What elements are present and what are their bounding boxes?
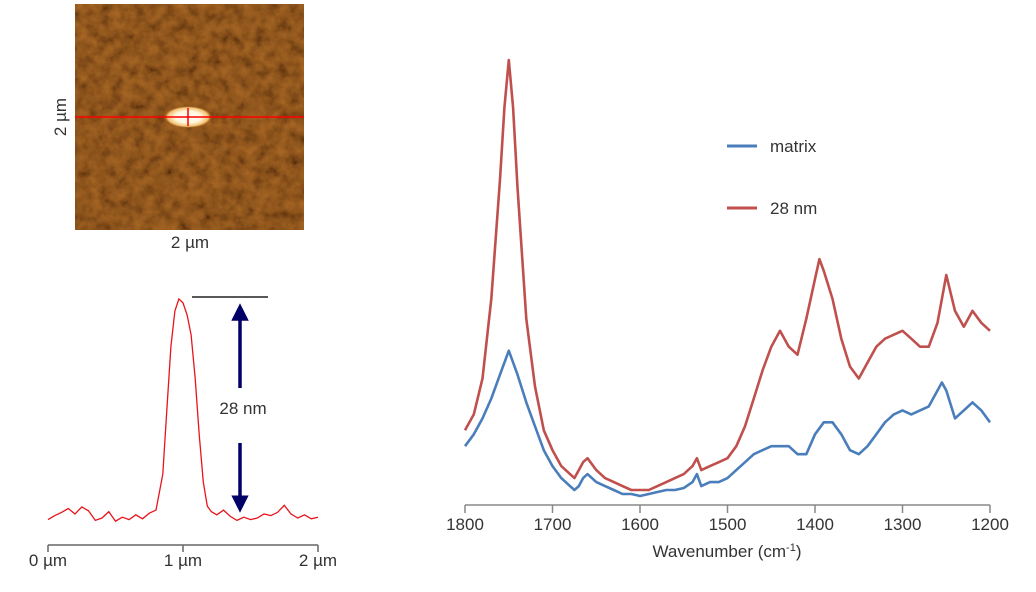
ir-spectrum-chart: 1800 1700 1600 1500 1400 1300 1200 Wavenumber …	[446, 58, 1009, 561]
spectrum-series-line-matrix	[463, 349, 992, 498]
height-profile-chart: 0 µm 1 µm 2 µm 28 nm	[29, 296, 337, 570]
spectrum-legend: matrix 28 nm	[727, 137, 817, 218]
spectrum-ticks: 1800 1700 1600 1500 1400 1300 1200	[446, 505, 1009, 534]
profile-ticks: 0 µm 1 µm 2 µm	[29, 545, 337, 570]
profile-tick-label: 1 µm	[164, 551, 202, 570]
spectrum-tick-label: 1200	[971, 515, 1009, 534]
legend-label: matrix	[770, 137, 817, 156]
spectrum-tick-label: 1800	[446, 515, 484, 534]
profile-series-line	[47, 297, 319, 523]
legend-label: 28 nm	[770, 199, 817, 218]
profile-tick-label: 2 µm	[299, 551, 337, 570]
height-annotation-label: 28 nm	[219, 399, 266, 418]
spectrum-tick-label: 1700	[534, 515, 572, 534]
spectrum-tick-label: 1600	[621, 515, 659, 534]
spectrum-tick-label: 1500	[709, 515, 747, 534]
spectrum-tick-label: 1300	[884, 515, 922, 534]
spectrum-tick-label: 1400	[796, 515, 834, 534]
afm-x-scale-label: 2 µm	[171, 233, 209, 252]
spectrum-series-line-28nm	[463, 58, 991, 492]
spectrum-series-group	[463, 58, 992, 498]
afm-height-image: 2 µm 2 µm	[51, 4, 304, 252]
afm-y-scale-label: 2 µm	[51, 98, 70, 136]
spectrum-x-axis-label: Wavenumber (cm-1)	[653, 542, 802, 561]
profile-tick-label: 0 µm	[29, 551, 67, 570]
